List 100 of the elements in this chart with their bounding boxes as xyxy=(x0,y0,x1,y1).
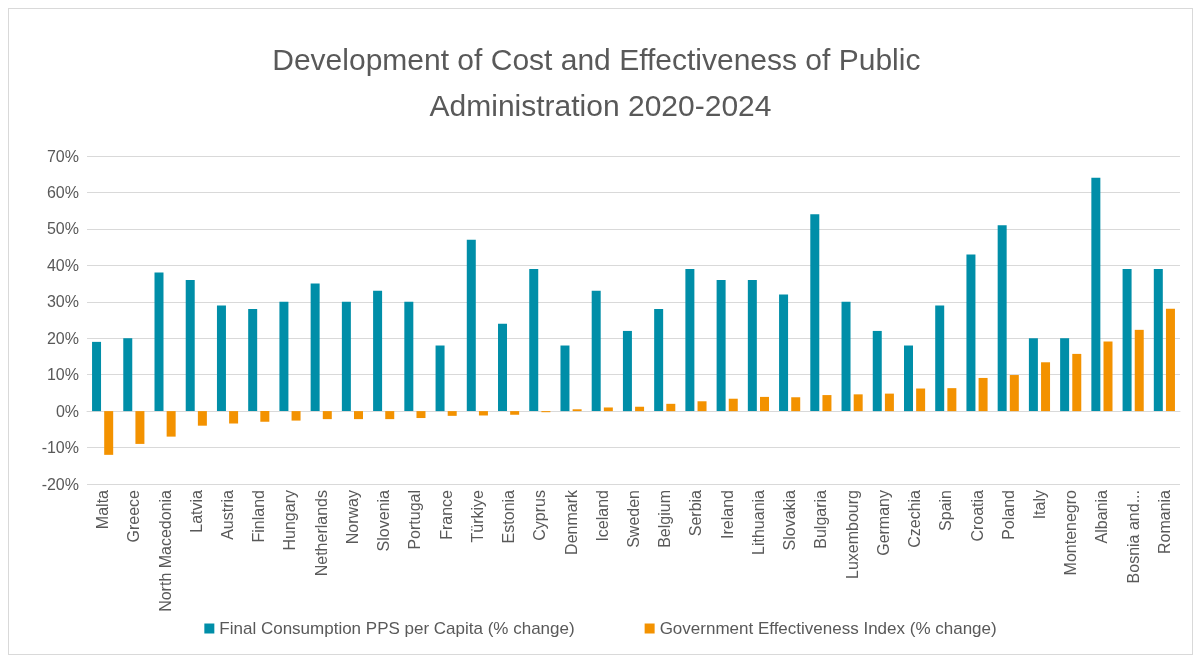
bar xyxy=(841,301,851,412)
bar xyxy=(466,239,476,412)
bar xyxy=(354,411,364,420)
bar xyxy=(916,388,926,412)
x-tick-label: Austria xyxy=(219,489,237,540)
x-tick-label: Finland xyxy=(250,490,268,543)
bar xyxy=(635,406,645,412)
x-tick-label: Estonia xyxy=(500,489,518,544)
bar xyxy=(404,301,414,412)
bar xyxy=(248,309,258,412)
x-tick-label: Cyprus xyxy=(531,490,549,541)
x-tick-label: Bulgaria xyxy=(812,489,830,549)
y-tick-label: 10% xyxy=(46,366,79,384)
x-tick-label: Portugal xyxy=(406,490,424,550)
bar xyxy=(685,268,695,412)
bar xyxy=(510,411,520,415)
bar xyxy=(872,330,882,412)
bar xyxy=(1009,375,1019,412)
bar xyxy=(884,393,894,412)
bar xyxy=(779,294,789,412)
y-tick-label: 70% xyxy=(46,147,79,165)
bar xyxy=(447,411,457,416)
x-tick-label: Czechia xyxy=(906,489,924,548)
bar xyxy=(1165,308,1175,412)
bar xyxy=(154,272,164,412)
bar xyxy=(135,411,145,444)
bar xyxy=(966,254,976,412)
y-tick-label: 50% xyxy=(46,220,79,238)
x-tick-label: Türkiye xyxy=(468,489,486,543)
bar xyxy=(716,279,726,412)
bar xyxy=(279,301,289,412)
x-tick-label: Lithuania xyxy=(749,489,767,555)
bar xyxy=(654,309,664,412)
chart-title: Development of Cost and Effectiveness of Public Administration 2020-2024 xyxy=(272,42,929,122)
bar xyxy=(903,345,913,412)
bar xyxy=(92,341,102,412)
bar xyxy=(166,411,176,437)
bar xyxy=(622,330,632,412)
bar xyxy=(1091,177,1101,412)
bar xyxy=(260,411,270,422)
bar xyxy=(385,411,395,420)
bar xyxy=(216,305,226,412)
bar xyxy=(498,323,508,412)
bar xyxy=(759,396,769,412)
bar xyxy=(791,397,801,412)
bar xyxy=(697,401,707,412)
x-tick-label: Norway xyxy=(343,490,361,545)
bar xyxy=(810,214,820,412)
bar xyxy=(822,395,832,412)
bar xyxy=(978,377,988,412)
x-tick-label: Denmark xyxy=(562,489,580,555)
bar xyxy=(310,283,320,412)
bar xyxy=(1122,268,1132,412)
x-tick-label: Ireland xyxy=(718,490,736,539)
legend-label: Government Effectiveness Index (% change) xyxy=(659,619,997,638)
x-tick-label: Netherlands xyxy=(312,490,330,577)
bar xyxy=(935,305,945,412)
bar xyxy=(197,411,207,426)
bar xyxy=(435,345,445,412)
y-tick-label: 20% xyxy=(46,329,79,347)
bar xyxy=(341,301,351,412)
x-tick-label: Slovenia xyxy=(375,489,393,552)
bar xyxy=(560,345,570,412)
bar xyxy=(1028,338,1038,412)
x-tick-label: Albania xyxy=(1093,489,1111,544)
x-tick-label: Hungary xyxy=(281,490,299,551)
x-tick-label: Montenegro xyxy=(1062,489,1080,576)
bar xyxy=(478,411,488,416)
bar xyxy=(603,407,613,412)
y-tick-label: 0% xyxy=(55,402,79,420)
x-tick-label: Croatia xyxy=(968,489,986,542)
bar xyxy=(1060,338,1070,412)
bar xyxy=(947,388,957,412)
x-tick-label: North Macedonia xyxy=(156,489,174,612)
y-tick-label: -10% xyxy=(41,439,79,457)
bar xyxy=(591,290,601,412)
x-tick-label: Spain xyxy=(937,490,955,531)
bar xyxy=(747,279,757,412)
bar xyxy=(1041,362,1051,412)
x-tick-label: Poland xyxy=(999,490,1017,540)
bar xyxy=(529,268,539,412)
bar xyxy=(185,279,195,412)
bar xyxy=(1153,268,1163,412)
y-tick-label: 30% xyxy=(46,293,79,311)
x-tick-label: Sweden xyxy=(625,490,642,548)
x-tick-label: Italy xyxy=(1030,490,1048,520)
x-tick-label: Slovakia xyxy=(781,489,799,551)
bar xyxy=(123,338,133,412)
x-tick-label: Belgium xyxy=(656,490,674,548)
bar xyxy=(291,411,301,421)
bar xyxy=(1103,341,1113,412)
y-tick-label: 40% xyxy=(46,256,79,274)
y-tick-label: -20% xyxy=(41,475,79,493)
x-tick-label: Bosnia and... xyxy=(1124,490,1142,584)
bar xyxy=(229,411,239,424)
x-tick-label: Greece xyxy=(125,489,143,543)
x-tick-label: France xyxy=(437,489,455,540)
bar xyxy=(728,398,738,412)
bar xyxy=(853,394,863,412)
bar xyxy=(416,411,426,419)
